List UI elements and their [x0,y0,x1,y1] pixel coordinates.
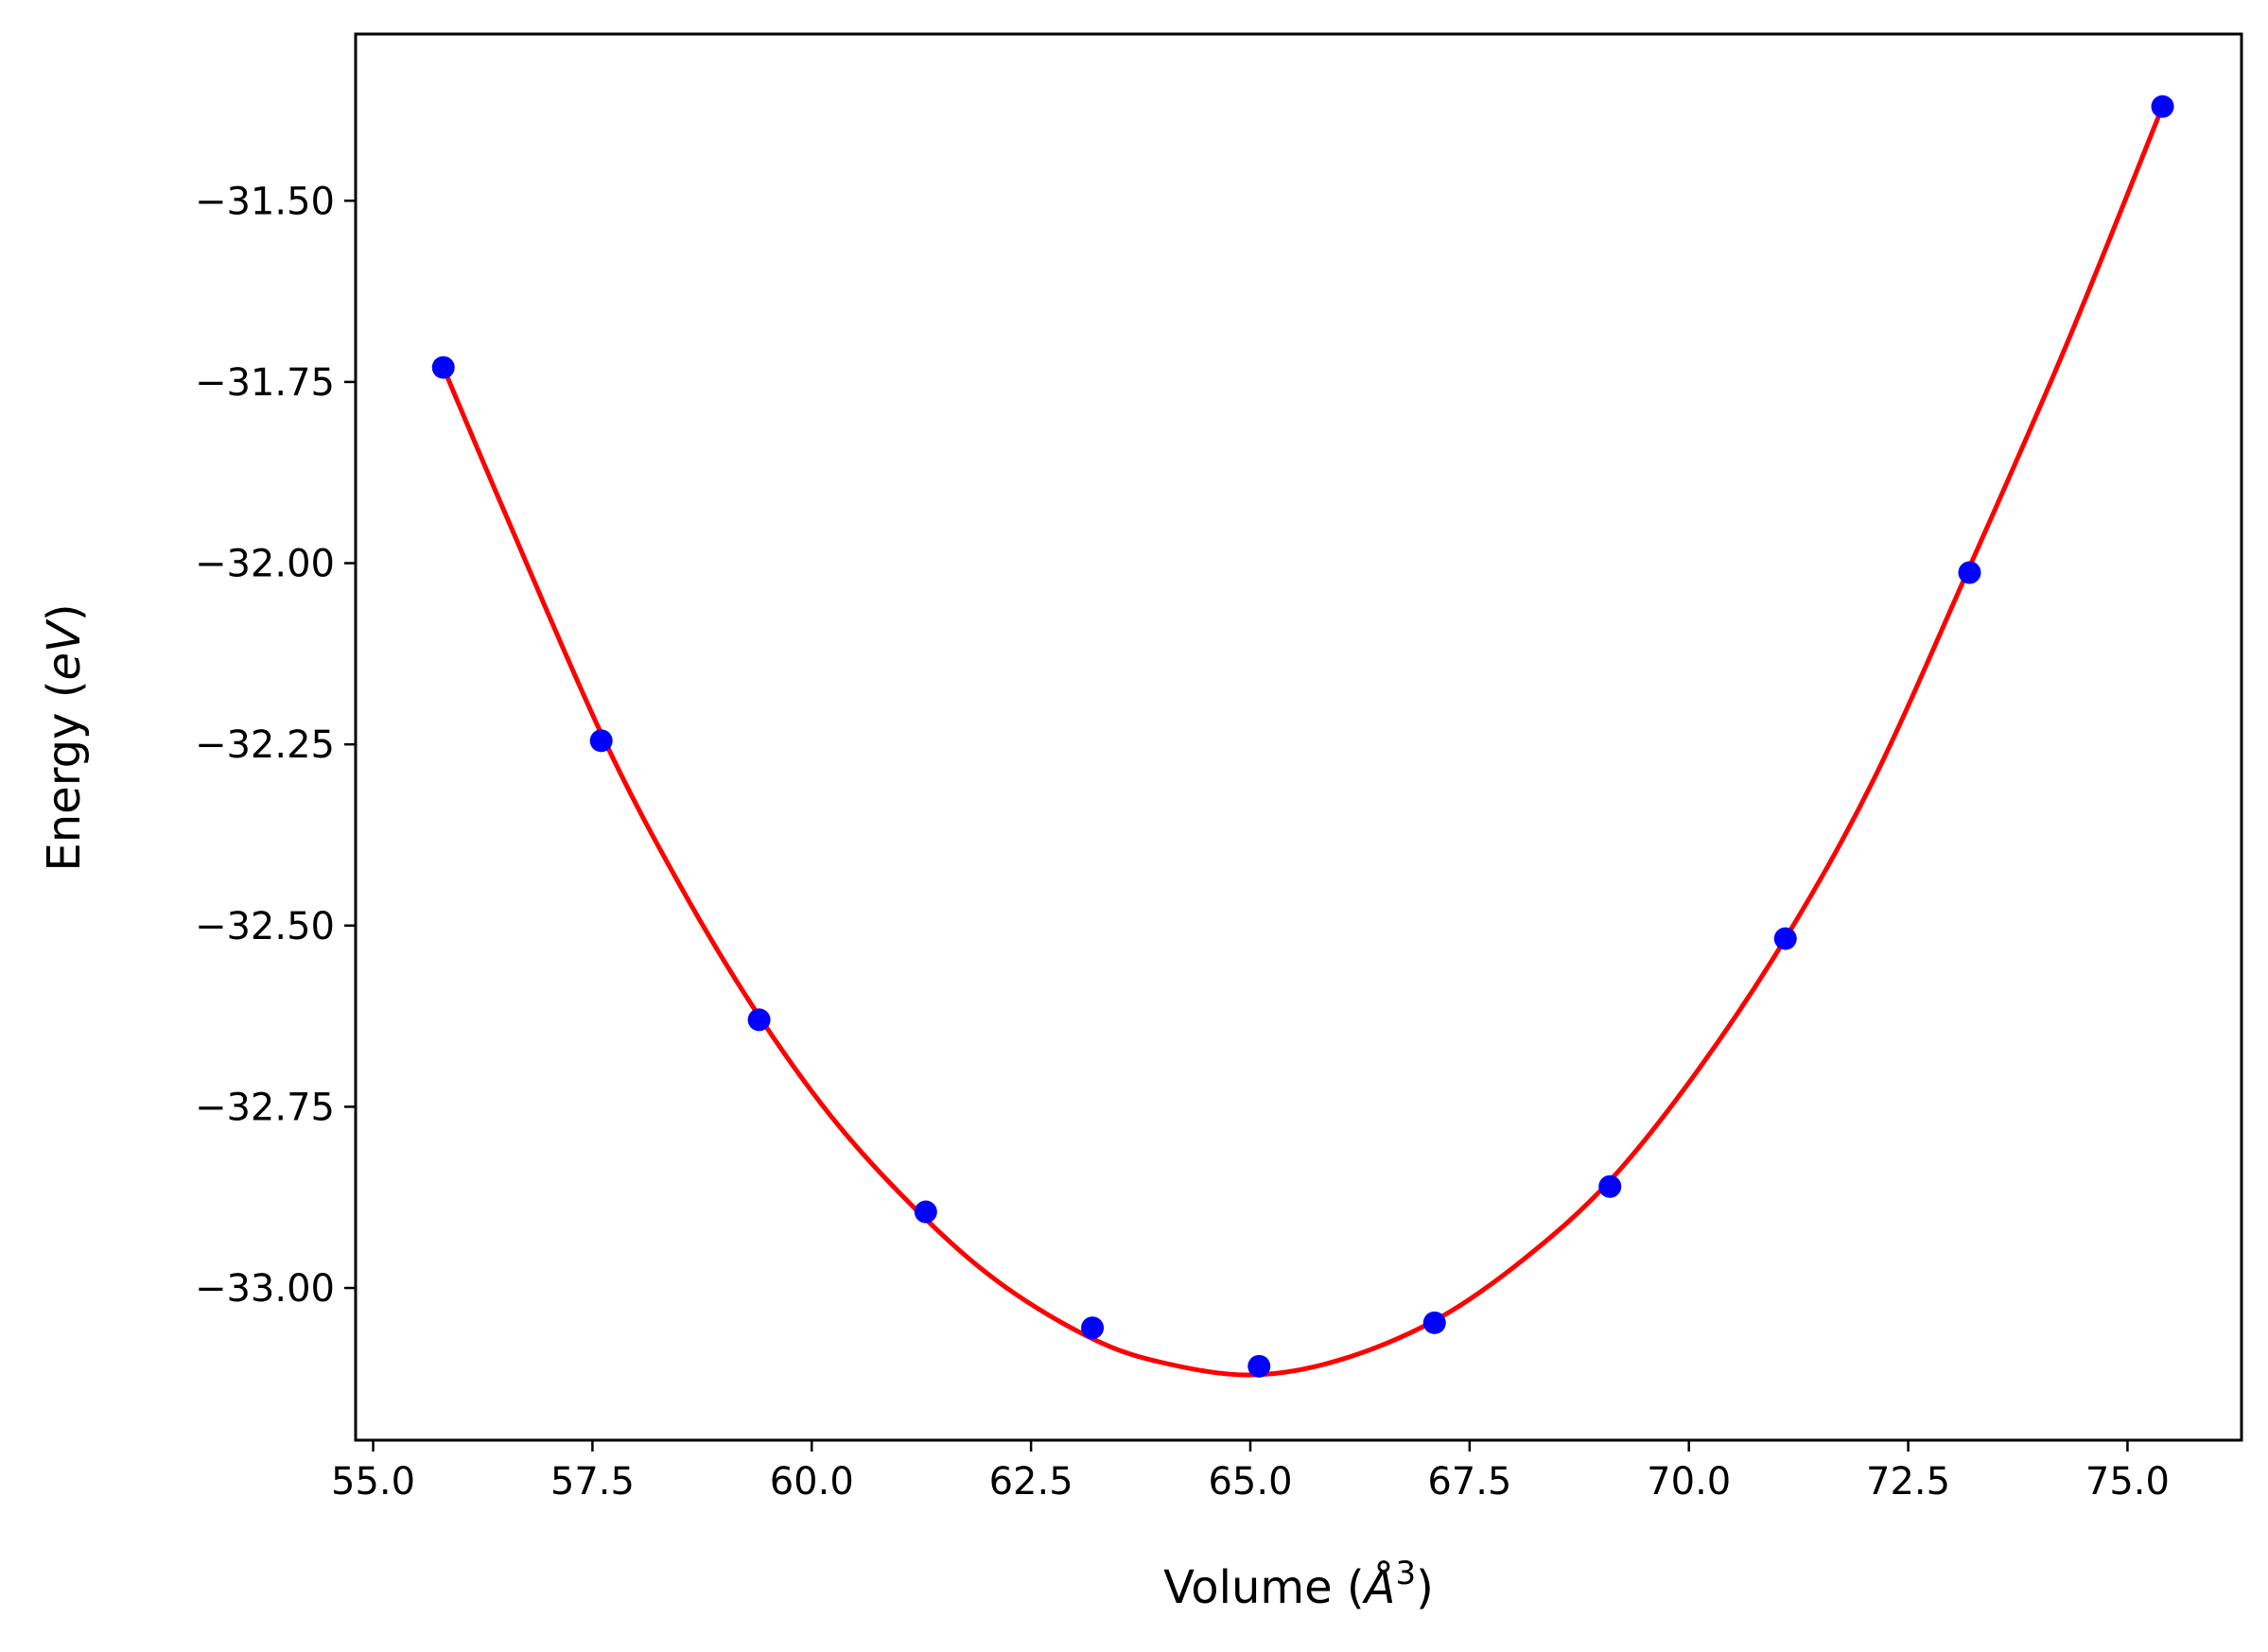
y-tick-label: −33.00 [195,1267,335,1311]
y-axis-label: Energy (eV) [38,603,91,871]
x-tick-label: 62.5 [989,1460,1073,1504]
x-tick-label: 75.0 [2085,1460,2170,1504]
data-point [431,356,455,379]
y-tick-label: −32.75 [195,1086,335,1129]
data-point [1081,1316,1105,1340]
data-point [914,1200,937,1224]
data-point [1422,1311,1446,1334]
y-axis-ticks: −31.50 −31.75 −32.00 −32.25 −32.50 −32.75 −33.… [195,180,356,1311]
x-tick-label: 70.0 [1647,1460,1731,1504]
x-tick-label: 57.5 [550,1460,635,1504]
x-axis-label: Volume (Å3) [1163,1555,1434,1614]
y-tick-label: −31.75 [195,361,335,405]
data-point [1247,1354,1271,1378]
x-tick-label: 72.5 [1866,1460,1950,1504]
y-tick-label: −32.50 [195,905,335,948]
axes-frame [354,32,2243,1442]
data-point [1773,927,1797,950]
data-point [747,1008,771,1032]
fit-curve-line [441,105,2165,1378]
x-tick-label: 55.0 [331,1460,415,1504]
x-tick-label: 65.0 [1208,1460,1292,1504]
data-point [589,729,613,753]
y-tick-label: −32.00 [195,543,335,586]
data-point [1958,561,1981,584]
x-axis-ticks: 55.0 57.5 60.0 62.5 65.0 67.5 70.0 72.5 75.0 [331,1440,2170,1504]
plot-area [431,95,2174,1378]
y-tick-label: −32.25 [195,723,335,767]
data-point [2151,95,2174,118]
x-tick-label: 67.5 [1427,1460,1511,1504]
data-point [1598,1174,1622,1198]
x-tick-label: 60.0 [770,1460,854,1504]
y-tick-label: −31.50 [195,180,335,223]
